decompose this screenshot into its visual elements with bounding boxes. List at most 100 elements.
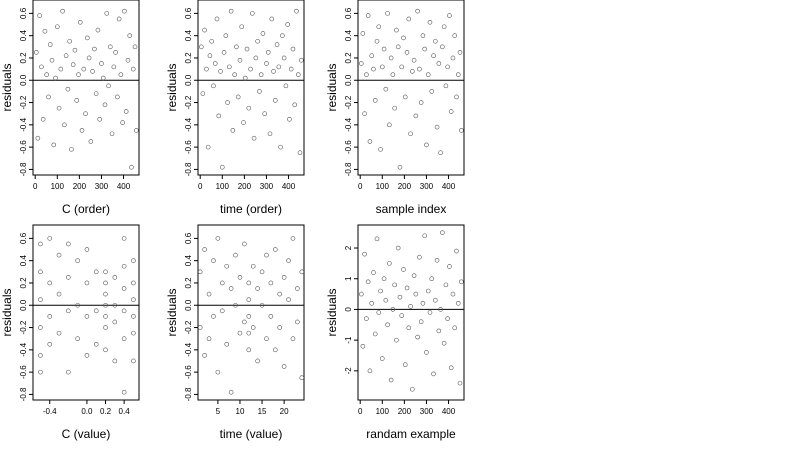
- data-point: [242, 75, 248, 81]
- y-tick-label: 0.4: [344, 30, 353, 42]
- y-axis-title: residuals: [165, 288, 179, 336]
- data-point: [93, 91, 99, 96]
- y-tick-label: -0.8: [19, 162, 28, 176]
- data-point: [297, 150, 303, 156]
- data-point: [37, 13, 42, 18]
- data-point: [364, 72, 369, 77]
- data-point: [372, 98, 378, 103]
- data-point: [112, 319, 118, 325]
- data-point: [38, 369, 43, 375]
- x-tick-label: 400: [282, 182, 296, 191]
- data-point: [106, 83, 111, 89]
- data-point: [46, 94, 51, 100]
- data-point: [376, 310, 382, 315]
- data-point: [211, 83, 216, 89]
- data-point: [107, 44, 113, 50]
- data-point: [388, 55, 394, 61]
- data-point: [202, 353, 207, 358]
- data-point: [287, 116, 292, 122]
- y-tick-label: 0.4: [19, 255, 28, 267]
- x-tick-label: 0.2: [100, 407, 112, 416]
- data-point: [215, 236, 221, 241]
- data-point: [295, 72, 301, 77]
- data-point: [38, 297, 43, 302]
- data-point: [392, 105, 397, 111]
- x-tick-label: -0.4: [43, 407, 57, 416]
- data-point: [74, 98, 80, 103]
- data-point: [246, 314, 252, 319]
- data-point: [131, 297, 136, 302]
- data-point: [418, 319, 424, 325]
- data-point: [259, 302, 265, 308]
- data-point: [211, 314, 216, 319]
- data-point: [387, 122, 392, 128]
- data-point: [121, 263, 127, 269]
- data-point: [49, 57, 55, 63]
- y-tick-label: -0.6: [184, 140, 193, 154]
- data-point: [432, 297, 438, 303]
- data-point: [219, 308, 225, 314]
- x-tick-label: 400: [117, 182, 131, 191]
- data-point: [120, 120, 125, 125]
- x-tick-label: 300: [420, 182, 434, 191]
- data-point: [47, 236, 53, 241]
- data-point: [75, 336, 80, 341]
- data-point: [459, 128, 464, 133]
- data-point: [454, 248, 459, 254]
- data-point: [272, 98, 278, 103]
- data-point: [295, 319, 300, 325]
- data-point: [102, 102, 108, 108]
- data-point: [75, 258, 80, 263]
- data-point: [69, 147, 74, 152]
- y-axis-title: residuals: [0, 63, 14, 111]
- data-point: [121, 336, 127, 341]
- data-point: [425, 288, 431, 294]
- y-tick-label: -0.2: [184, 320, 193, 334]
- y-tick-label: -0.8: [344, 162, 353, 176]
- data-point: [81, 66, 87, 72]
- data-point: [88, 139, 94, 144]
- x-axis-title: time (order): [220, 202, 282, 216]
- data-point: [383, 86, 389, 92]
- data-point: [103, 291, 108, 297]
- data-point: [244, 46, 250, 52]
- y-tick-label: 0.4: [184, 30, 193, 42]
- data-point: [131, 258, 136, 263]
- data-point: [211, 258, 216, 263]
- data-point: [431, 371, 436, 377]
- data-point: [56, 252, 62, 258]
- data-point: [395, 44, 401, 50]
- data-point: [369, 300, 374, 306]
- data-point: [447, 13, 452, 18]
- data-point: [212, 61, 218, 66]
- data-point: [269, 16, 275, 22]
- data-point: [264, 336, 269, 341]
- data-point: [66, 275, 71, 280]
- data-point: [206, 336, 212, 341]
- data-point: [121, 389, 127, 395]
- data-point: [425, 72, 431, 77]
- y-tick-label: -0.2: [184, 95, 193, 109]
- data-point: [457, 50, 463, 55]
- data-point: [131, 314, 136, 319]
- data-point: [288, 66, 294, 72]
- x-tick-label: 100: [51, 182, 65, 191]
- data-point: [299, 375, 305, 381]
- data-point: [427, 310, 433, 315]
- x-axis-title: sample index: [376, 202, 447, 216]
- x-tick-label: 0.4: [119, 407, 131, 416]
- data-point: [130, 66, 136, 72]
- y-tick-label: -0.6: [19, 140, 28, 154]
- data-point: [420, 33, 426, 38]
- data-point: [197, 325, 203, 330]
- plot-frame: [197, 0, 305, 176]
- data-point: [362, 251, 367, 257]
- data-point: [281, 275, 287, 280]
- data-point: [239, 24, 245, 30]
- data-point: [47, 314, 53, 319]
- data-point: [234, 44, 239, 50]
- data-point: [53, 75, 58, 81]
- data-point: [260, 31, 266, 36]
- data-point: [292, 102, 298, 108]
- data-point: [277, 291, 283, 297]
